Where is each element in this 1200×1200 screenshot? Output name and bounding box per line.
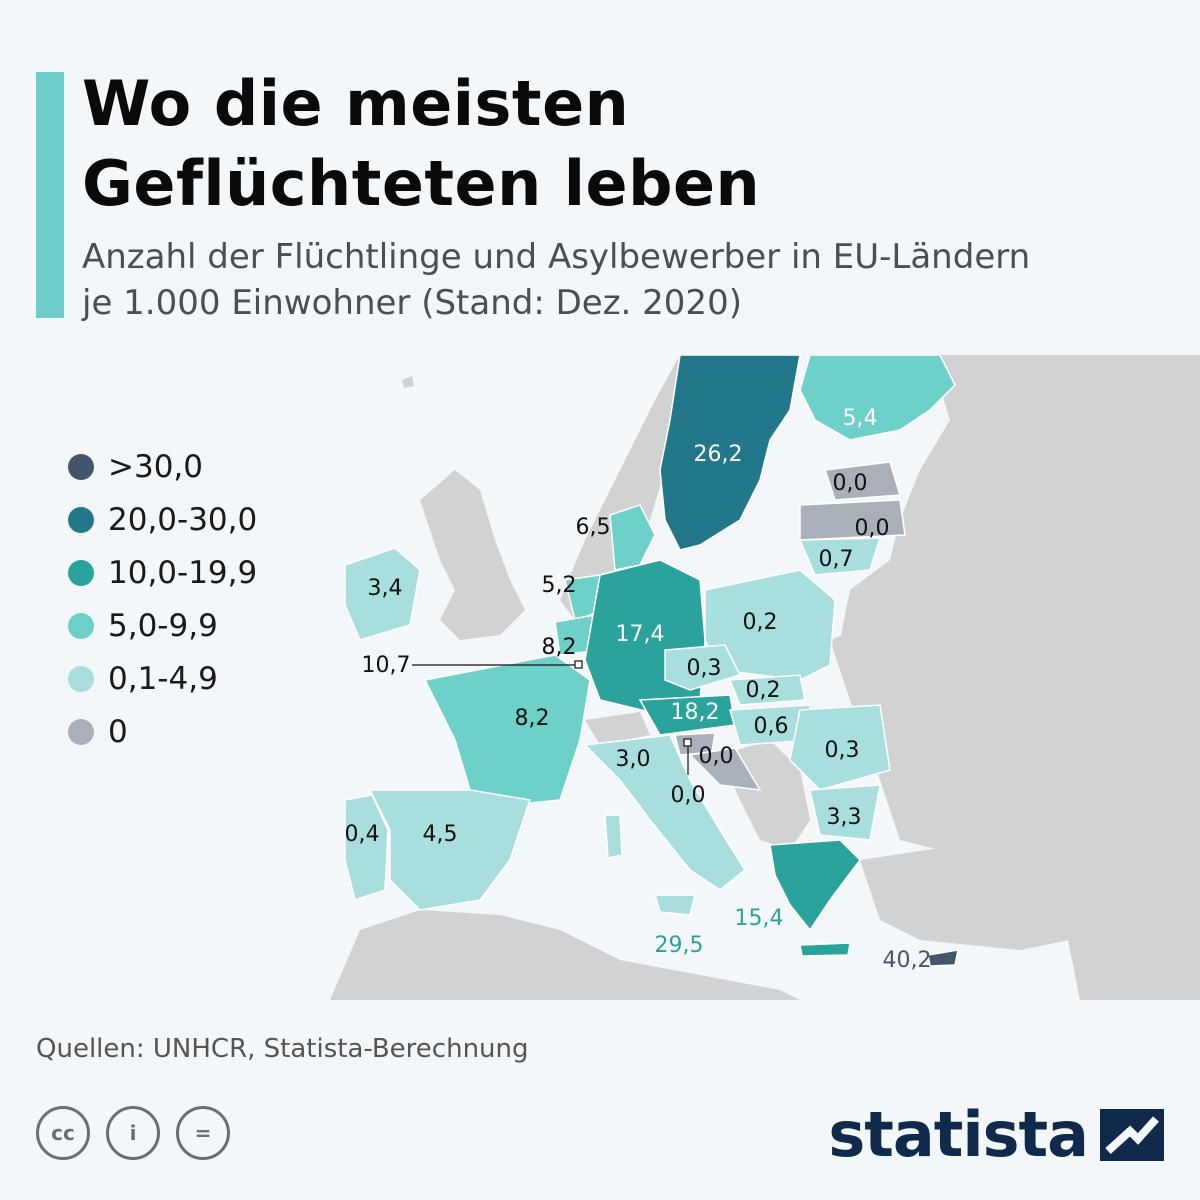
country-denmark — [609, 504, 656, 571]
label-cyprus: 40,2 — [883, 948, 932, 973]
no-derivatives-icon[interactable]: = — [176, 1106, 230, 1160]
label-czechia: 0,3 — [687, 656, 722, 681]
title-line-1: Wo die meisten — [82, 67, 630, 140]
label-bulgaria: 3,3 — [827, 805, 862, 830]
label-malta: 29,5 — [655, 933, 704, 958]
country-spain — [368, 789, 531, 911]
legend-dot-icon — [68, 453, 94, 480]
cc-icon[interactable]: cc — [36, 1106, 90, 1160]
value-labels: 26,2 5,4 0,0 0,0 0,7 6,5 3,4 5,2 8,2 10,… — [345, 406, 932, 973]
legend-dot-icon — [68, 559, 94, 586]
legend-item: 5,0-9,9 — [68, 599, 257, 652]
brand-wordmark: statista — [828, 1098, 1089, 1171]
label-belgium: 8,2 — [542, 635, 577, 660]
source-note: Quellen: UNHCR, Statista-Berechnung — [36, 1034, 529, 1064]
legend-label: 0,1-4,9 — [108, 660, 218, 697]
legend-item: 0 — [68, 705, 257, 758]
marker-slovenia — [683, 738, 692, 747]
marker-luxembourg — [574, 660, 583, 669]
legend-dot-icon — [68, 718, 94, 745]
label-poland: 0,2 — [743, 610, 778, 635]
country-sicily — [653, 894, 696, 916]
license-icons: cc i = — [36, 1106, 230, 1160]
label-slovenia: 0,0 — [699, 744, 734, 769]
label-sweden: 26,2 — [694, 442, 743, 467]
country-ireland — [344, 547, 421, 641]
label-portugal: 0,4 — [345, 822, 380, 847]
legend-label: >30,0 — [108, 448, 203, 485]
label-estonia: 0,0 — [833, 471, 868, 496]
leader-lines — [412, 660, 692, 775]
legend: >30,0 20,0-30,0 10,0-19,9 5,0-9,9 0,1-4,… — [68, 440, 257, 758]
country-lithuania — [798, 537, 882, 576]
label-spain: 4,5 — [423, 822, 458, 847]
label-germany: 17,4 — [616, 622, 665, 647]
page-title: Wo die meisten Geflüchteten leben — [82, 64, 1162, 224]
land-turkey — [860, 845, 1120, 950]
label-croatia: 0,0 — [671, 783, 706, 808]
legend-label: 20,0-30,0 — [108, 501, 258, 538]
label-finland: 5,4 — [843, 406, 878, 431]
country-bulgaria — [809, 784, 881, 841]
country-finland — [799, 355, 956, 441]
label-ireland: 3,4 — [368, 576, 403, 601]
legend-dot-icon — [68, 612, 94, 639]
land-iceland — [402, 376, 414, 388]
country-sardinia — [604, 814, 623, 859]
label-luxembourg: 10,7 — [362, 653, 411, 678]
country-greece — [769, 839, 861, 932]
legend-item: 10,0-19,9 — [68, 546, 257, 599]
land-russia-east — [840, 355, 1200, 1000]
label-lithuania: 0,7 — [819, 547, 854, 572]
legend-item: >30,0 — [68, 440, 257, 493]
land-switzerland — [585, 712, 650, 745]
subtitle-line-2: je 1.000 Einwohner (Stand: Dez. 2020) — [82, 283, 742, 323]
country-slovakia — [728, 674, 806, 706]
country-czechia — [664, 644, 742, 691]
title-line-2: Geflüchteten leben — [82, 147, 761, 220]
eu-countries — [344, 355, 959, 967]
subtitle-line-1: Anzahl der Flüchtlinge und Asylbewerber … — [82, 237, 1031, 277]
page-subtitle: Anzahl der Flüchtlinge und Asylbewerber … — [82, 234, 1182, 326]
country-sweden — [659, 355, 801, 551]
land-uk — [420, 470, 525, 640]
country-croatia — [688, 747, 762, 791]
accent-bar — [36, 72, 64, 318]
brand-logo[interactable]: statista — [828, 1098, 1164, 1171]
legend-label: 5,0-9,9 — [108, 607, 218, 644]
label-romania: 0,3 — [825, 738, 860, 763]
country-poland — [704, 569, 836, 681]
label-greece: 15,4 — [735, 906, 784, 931]
statista-logo-icon — [1100, 1108, 1164, 1161]
label-latvia: 0,0 — [855, 516, 890, 541]
legend-dot-icon — [68, 506, 94, 533]
europe-map: 26,2 5,4 0,0 0,0 0,7 6,5 3,4 5,2 8,2 10,… — [330, 355, 1200, 1000]
label-slovakia: 0,2 — [746, 678, 781, 703]
legend-item: 20,0-30,0 — [68, 493, 257, 546]
label-italy: 3,0 — [616, 747, 651, 772]
country-cyprus — [927, 949, 959, 967]
label-denmark: 6,5 — [576, 515, 611, 540]
label-netherlands: 5,2 — [542, 573, 577, 598]
country-romania — [789, 704, 891, 791]
country-portugal — [344, 794, 389, 901]
label-france: 8,2 — [515, 706, 550, 731]
label-austria: 18,2 — [671, 700, 720, 725]
land-north-africa — [330, 910, 800, 1000]
country-crete — [799, 942, 851, 957]
country-latvia — [799, 499, 906, 541]
legend-dot-icon — [68, 665, 94, 692]
legend-label: 10,0-19,9 — [108, 554, 258, 591]
country-estonia — [823, 461, 901, 501]
legend-label: 0 — [108, 713, 128, 750]
label-hungary: 0,6 — [754, 714, 789, 739]
country-italy — [583, 734, 746, 891]
legend-item: 0,1-4,9 — [68, 652, 257, 705]
attribution-icon[interactable]: i — [106, 1106, 160, 1160]
country-france — [423, 654, 591, 806]
